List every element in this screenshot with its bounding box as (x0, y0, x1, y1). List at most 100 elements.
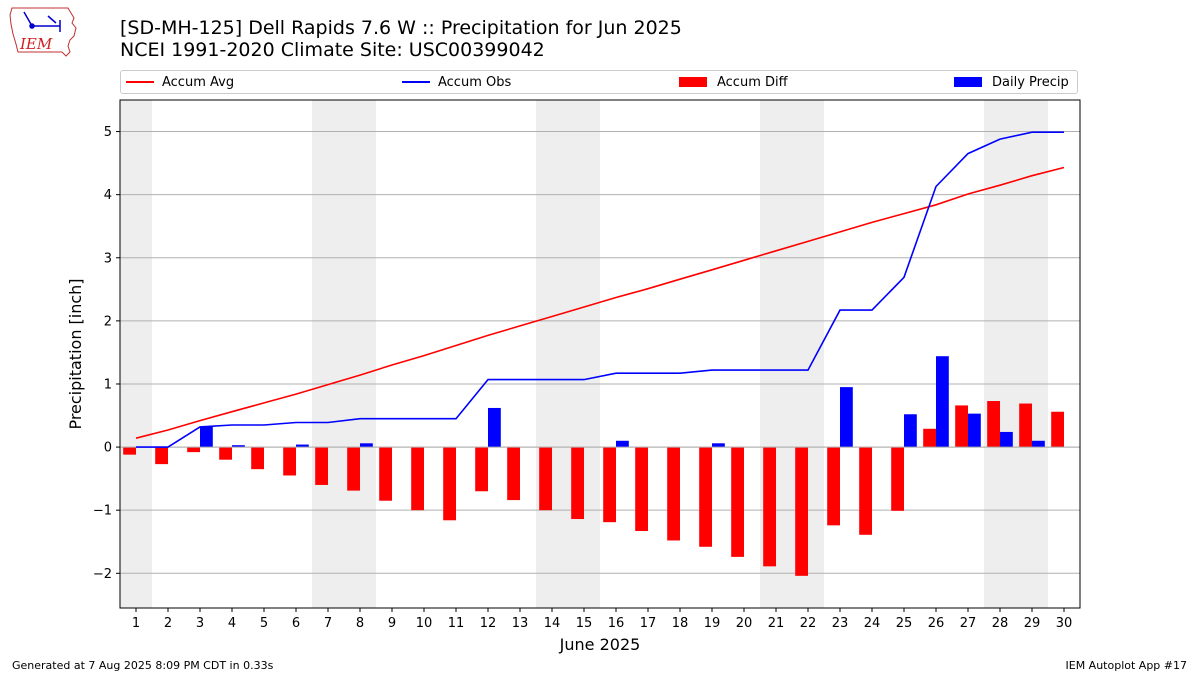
y-tick-label: 4 (104, 188, 112, 203)
x-tick-label: 9 (388, 616, 396, 631)
x-tick-label: 19 (704, 616, 721, 631)
y-tick-label: −1 (93, 504, 112, 519)
accum-diff-bar-day-9 (379, 447, 392, 501)
x-tick-label: 21 (768, 616, 785, 631)
accum-diff-bar-day-8 (347, 447, 360, 491)
y-tick-label: 3 (104, 251, 112, 266)
legend-swatch-accum-obs (402, 81, 430, 83)
weather-station-icon (23, 11, 61, 32)
accum-diff-bar-day-1 (123, 447, 136, 455)
x-axis-label: June 2025 (559, 635, 641, 654)
y-tick-label: 5 (104, 125, 112, 140)
accum-diff-bar-day-28 (987, 401, 1000, 448)
x-tick-label: 2 (164, 616, 172, 631)
x-tick-label: 3 (196, 616, 204, 631)
legend-label-accum-obs: Accum Obs (438, 74, 512, 90)
x-tick-label: 1 (132, 616, 140, 631)
x-tick-label: 8 (356, 616, 364, 631)
weekend-shade-day-15 (568, 100, 600, 608)
legend-swatch-accum-avg (126, 81, 154, 83)
weekend-shade-day-28 (984, 100, 1016, 608)
accum-diff-bar-day-25 (891, 447, 904, 511)
accum-diff-bar-day-22 (795, 447, 808, 576)
y-tick-label: 1 (104, 377, 112, 392)
accum-diff-bar-day-3 (187, 447, 200, 453)
weekend-shade-day-8 (344, 100, 376, 608)
x-tick-label: 11 (448, 616, 465, 631)
x-tick-label: 12 (480, 616, 497, 631)
accum-diff-bar-day-5 (251, 447, 264, 470)
daily-precip-bar-day-8 (360, 443, 373, 448)
accum-diff-bar-day-15 (571, 447, 584, 520)
accum-diff-bar-day-19 (699, 447, 712, 547)
accum-diff-bar-day-17 (635, 447, 648, 532)
x-tick-label: 27 (960, 616, 977, 631)
accum-diff-bar-day-27 (955, 405, 968, 448)
legend-label-accum-avg: Accum Avg (162, 74, 235, 90)
plot-frame (119, 99, 1081, 609)
accum-diff-bar-day-26 (923, 428, 936, 448)
accum-diff-bar-day-16 (603, 447, 616, 523)
chart-title-line1: [SD-MH-125] Dell Rapids 7.6 W :: Precipi… (120, 17, 682, 39)
legend-item-accum-avg: Accum Avg (126, 71, 234, 93)
x-tick-label: 16 (608, 616, 625, 631)
weekend-shade-day-14 (536, 100, 568, 608)
y-tick-label: 0 (104, 441, 112, 456)
x-tick-label: 15 (576, 616, 593, 631)
weekend-shade-day-1 (120, 100, 152, 608)
daily-precip-bar-day-19 (712, 443, 725, 448)
x-tick-label: 13 (512, 616, 529, 631)
x-tick-label: 24 (864, 616, 881, 631)
legend-label-accum-diff: Accum Diff (717, 74, 788, 90)
footer-generated: Generated at 7 Aug 2025 8:09 PM CDT in 0… (12, 659, 274, 672)
daily-precip-bar-day-29 (1032, 440, 1045, 448)
chart-title-line2: NCEI 1991-2020 Climate Site: USC00399042 (120, 39, 545, 61)
x-tick-label: 18 (672, 616, 689, 631)
x-tick-label: 10 (416, 616, 433, 631)
footer-app-id: IEM Autoplot App #17 (1065, 659, 1188, 672)
x-tick-label: 25 (896, 616, 913, 631)
x-tick-label: 7 (324, 616, 332, 631)
accum-diff-bar-day-20 (731, 447, 744, 557)
daily-precip-bar-day-28 (1000, 431, 1013, 448)
accum-obs-line (136, 131, 1064, 448)
x-tick-label: 14 (544, 616, 561, 631)
daily-precip-bar-day-27 (968, 413, 981, 448)
daily-precip-bar-day-4 (232, 445, 245, 448)
accum-diff-bar-day-13 (507, 447, 520, 501)
x-tick-label: 17 (640, 616, 657, 631)
accum-diff-bar-day-24 (859, 447, 872, 535)
daily-precip-bar-day-16 (616, 440, 629, 448)
accum-diff-bar-day-29 (1019, 403, 1032, 448)
legend-item-daily-precip: Daily Precip (954, 71, 1069, 93)
accum-diff-bar-day-6 (283, 447, 296, 476)
accum-diff-bar-day-23 (827, 447, 840, 526)
legend-item-accum-diff: Accum Diff (679, 71, 788, 93)
accum-diff-bar-day-7 (315, 447, 328, 485)
daily-precip-bar-day-23 (840, 387, 853, 448)
accum-diff-bar-day-21 (763, 447, 776, 567)
daily-precip-bar-day-6 (296, 444, 309, 448)
x-tick-label: 5 (260, 616, 268, 631)
legend-label-daily-precip: Daily Precip (992, 74, 1069, 90)
y-tick-label: 2 (104, 314, 112, 329)
daily-precip-bar-day-12 (488, 407, 501, 448)
accum-avg-line (135, 166, 1065, 439)
accum-diff-bar-day-12 (475, 447, 488, 492)
x-tick-label: 28 (992, 616, 1009, 631)
x-tick-label: 4 (228, 616, 236, 631)
daily-precip-bar-day-26 (936, 356, 949, 448)
x-tick-label: 6 (292, 616, 300, 631)
legend-item-accum-obs: Accum Obs (402, 71, 511, 93)
x-tick-label: 26 (928, 616, 945, 631)
daily-precip-bar-day-25 (904, 414, 917, 448)
x-tick-label: 23 (832, 616, 849, 631)
daily-precip-bar-day-3 (200, 426, 213, 448)
accum-diff-bar-day-30 (1051, 411, 1064, 448)
accum-diff-bar-day-10 (411, 447, 424, 511)
accum-diff-bar-day-18 (667, 447, 680, 541)
accum-diff-bar-day-2 (155, 447, 168, 465)
chart-title: [SD-MH-125] Dell Rapids 7.6 W :: Precipi… (120, 17, 682, 61)
weekend-shade-day-7 (312, 100, 344, 608)
y-axis-label: Precipitation [inch] (66, 278, 85, 429)
